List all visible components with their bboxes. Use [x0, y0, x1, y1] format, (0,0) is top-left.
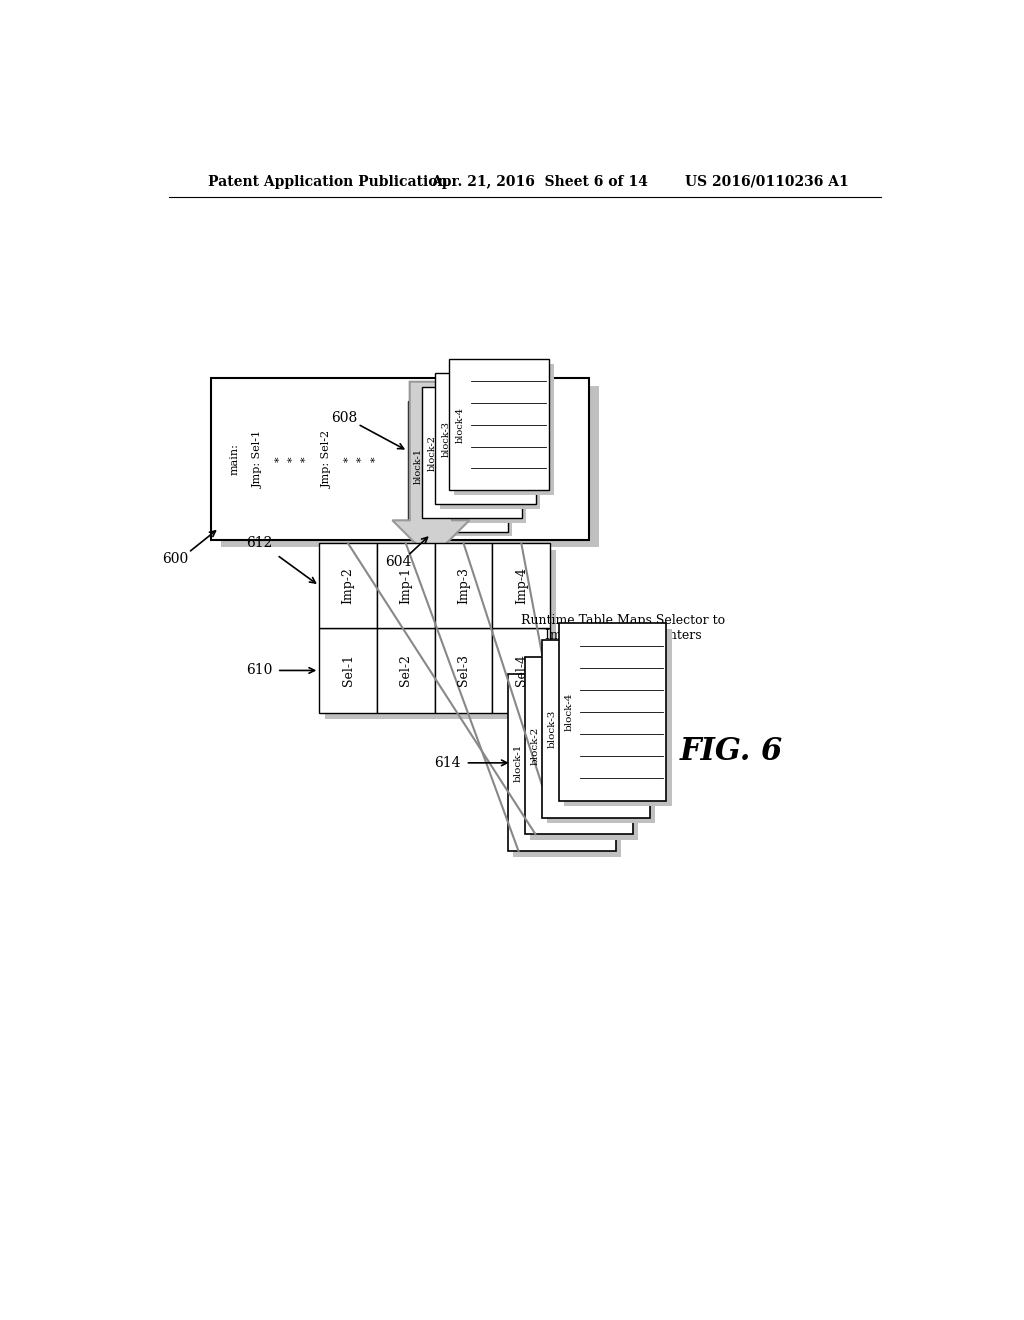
Bar [326, 549, 556, 719]
Bar [450, 359, 550, 490]
Text: Jmp: Sel-1: Jmp: Sel-1 [253, 429, 262, 488]
Bar [319, 544, 377, 628]
Text: *: * [274, 455, 285, 462]
Bar [493, 544, 550, 628]
Text: US 2016/0110236 A1: US 2016/0110236 A1 [685, 174, 849, 189]
Text: *: * [288, 455, 297, 462]
Bar [493, 628, 550, 713]
Text: block-2: block-2 [531, 727, 540, 766]
Text: Jmp: Sel-2: Jmp: Sel-2 [322, 429, 332, 488]
Bar [440, 378, 541, 508]
Bar [542, 640, 649, 817]
Text: Runtime Table Maps Selector to
Implementation Pointers: Runtime Table Maps Selector to Implement… [521, 614, 725, 642]
Text: block-1: block-1 [514, 743, 523, 781]
Text: *: * [301, 455, 311, 462]
Bar [435, 374, 536, 504]
Text: Imp-1: Imp-1 [399, 568, 413, 605]
Text: FIG. 6: FIG. 6 [680, 735, 782, 767]
Text: Imp-3: Imp-3 [457, 568, 470, 605]
Text: *: * [371, 455, 381, 462]
Bar [435, 544, 493, 628]
Text: block-4: block-4 [565, 693, 574, 731]
Text: Imp-2: Imp-2 [342, 568, 354, 605]
Text: Imp-4: Imp-4 [515, 568, 527, 605]
Bar [547, 645, 655, 822]
Text: 610: 610 [246, 664, 272, 677]
Text: 608: 608 [332, 411, 357, 425]
Bar [319, 628, 377, 713]
Bar [530, 663, 638, 840]
Text: main:: main: [229, 442, 240, 475]
Bar [211, 378, 589, 540]
Text: *: * [356, 455, 367, 462]
Bar [454, 364, 554, 495]
Text: block-3: block-3 [441, 421, 451, 457]
Bar [559, 623, 667, 800]
Bar [377, 628, 435, 713]
Bar [513, 680, 621, 857]
Text: Sel-2: Sel-2 [399, 655, 413, 686]
Text: 614: 614 [434, 756, 461, 770]
Text: *: * [343, 455, 353, 462]
Bar [524, 657, 633, 834]
Text: block-4: block-4 [456, 407, 465, 442]
Bar [422, 387, 521, 517]
Bar [426, 392, 526, 523]
Bar [564, 628, 672, 807]
Text: block-3: block-3 [548, 710, 557, 748]
Bar [221, 385, 599, 548]
Text: Sel-1: Sel-1 [342, 655, 354, 686]
Bar [435, 628, 493, 713]
Text: 604: 604 [385, 554, 412, 569]
Text: block-2: block-2 [428, 434, 437, 470]
Text: 600: 600 [162, 552, 188, 566]
Text: block-1: block-1 [414, 449, 423, 484]
Bar [413, 405, 512, 536]
Text: Sel-4: Sel-4 [515, 655, 527, 686]
Text: Sel-3: Sel-3 [457, 655, 470, 686]
Text: 612: 612 [246, 536, 272, 550]
Text: Patent Application Publication: Patent Application Publication [208, 174, 447, 189]
Bar [377, 544, 435, 628]
Bar [408, 401, 508, 532]
Polygon shape [392, 381, 469, 558]
Bar [508, 675, 615, 851]
Text: Apr. 21, 2016  Sheet 6 of 14: Apr. 21, 2016 Sheet 6 of 14 [431, 174, 648, 189]
